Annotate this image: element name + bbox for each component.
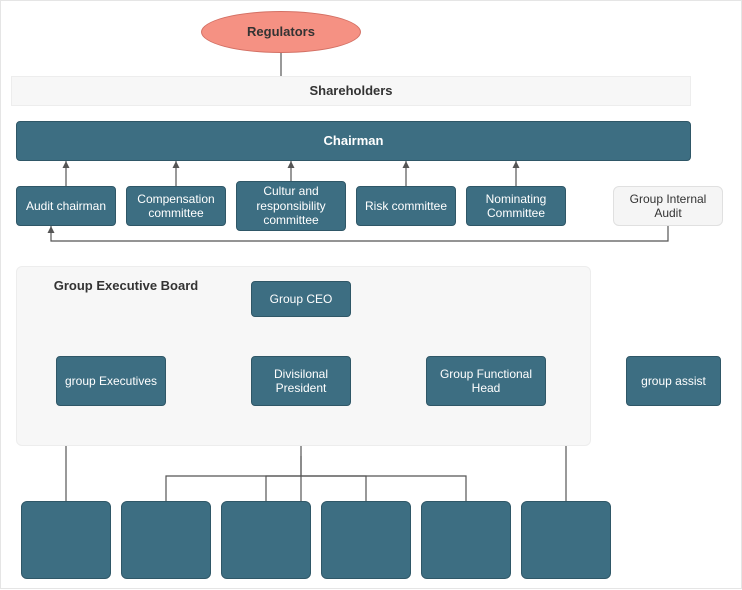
node-label: Shareholders xyxy=(305,83,396,99)
node-label: Cultur and responsibility committee xyxy=(237,184,345,227)
node-risk: Risk committee xyxy=(356,186,456,226)
edge xyxy=(51,226,668,241)
edge xyxy=(166,476,301,501)
node-label: Audit chairman xyxy=(22,199,110,213)
node-group-assist: group assist xyxy=(626,356,721,406)
node-culture: Cultur and responsibility committee xyxy=(236,181,346,231)
node-b3 xyxy=(221,501,311,579)
node-exec-board-label: Group Executive Board xyxy=(26,276,226,296)
node-group-executives: group Executives xyxy=(56,356,166,406)
node-internal-audit: Group Internal Audit xyxy=(613,186,723,226)
node-label: Group Internal Audit xyxy=(614,192,722,221)
edge xyxy=(301,476,366,501)
node-label: Risk committee xyxy=(361,199,451,213)
node-compensation: Compensation committee xyxy=(126,186,226,226)
node-functional-head: Group Functional Head xyxy=(426,356,546,406)
node-label: Group CEO xyxy=(266,292,337,306)
node-label: Regulators xyxy=(243,24,319,40)
node-b1 xyxy=(21,501,111,579)
node-label: Divisilonal President xyxy=(252,367,350,396)
node-label: Nominating Committee xyxy=(467,192,565,221)
node-label: Group Functional Head xyxy=(427,367,545,396)
edge xyxy=(301,476,466,501)
node-nominating: Nominating Committee xyxy=(466,186,566,226)
node-group-ceo: Group CEO xyxy=(251,281,351,317)
node-b5 xyxy=(421,501,511,579)
node-audit-chairman: Audit chairman xyxy=(16,186,116,226)
node-label: Chairman xyxy=(320,133,388,149)
node-label: Compensation committee xyxy=(127,192,225,221)
node-label: group Executives xyxy=(61,374,161,388)
node-label: group assist xyxy=(637,374,710,388)
node-shareholders: Shareholders xyxy=(11,76,691,106)
node-regulators: Regulators xyxy=(201,11,361,53)
node-divisional-president: Divisilonal President xyxy=(251,356,351,406)
edge xyxy=(266,476,301,501)
node-label: Group Executive Board xyxy=(50,278,202,294)
node-chairman: Chairman xyxy=(16,121,691,161)
node-b4 xyxy=(321,501,411,579)
node-b2 xyxy=(121,501,211,579)
node-b6 xyxy=(521,501,611,579)
